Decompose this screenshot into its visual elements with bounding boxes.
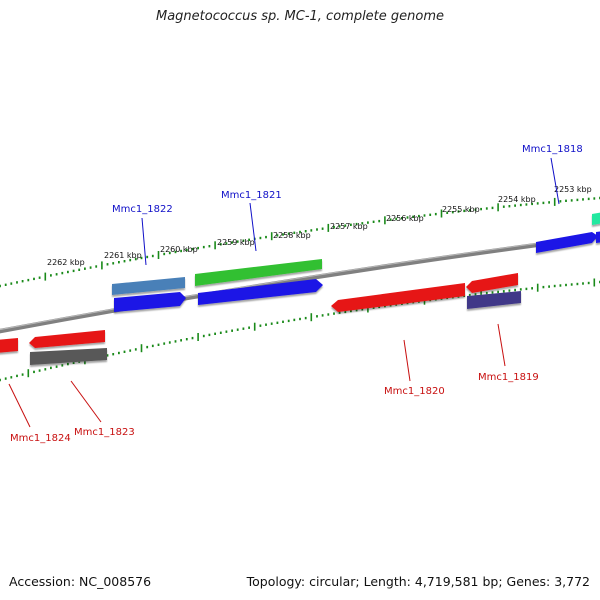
scale-label: 2262 kbp <box>47 258 85 267</box>
gene-mmc1-1823-box[interactable] <box>30 348 107 365</box>
outer-tick-marks <box>0 196 600 288</box>
gene-mmc1-1819-box[interactable] <box>467 291 521 309</box>
gene-label-mmc1-1821[interactable]: Mmc1_1821 <box>221 190 282 201</box>
label-leaders <box>8 157 560 428</box>
accession-text: Accession: NC_008576 <box>9 574 152 589</box>
gene-mmc1-1821-arrow[interactable] <box>198 279 323 305</box>
scale-label: 2258 kbp <box>273 231 311 240</box>
gene-mmc1-1821[interactable] <box>195 259 322 286</box>
gene-labels: Mmc1_1822 Mmc1_1821 Mmc1_1818 Mmc1_1824 … <box>10 144 583 444</box>
gene-mmc1-1822-arrow[interactable] <box>114 292 186 312</box>
scale-labels: 2262 kbp 2261 kbp 2260 kbp 2259 kbp 2258… <box>47 185 592 267</box>
scale-label: 2261 kbp <box>104 251 142 260</box>
scale-label: 2256 kbp <box>386 214 424 223</box>
gene-mmc1-1823[interactable] <box>29 330 105 348</box>
gene-label-mmc1-1819[interactable]: Mmc1_1819 <box>478 372 539 383</box>
map-title: Magnetococcus sp. MC-1, complete genome <box>155 9 445 24</box>
genome-metadata-text: Topology: circular; Length: 4,719,581 bp… <box>246 574 590 589</box>
gene-mmc1-1820[interactable] <box>331 283 465 312</box>
scale-label: 2259 kbp <box>217 238 255 247</box>
gene-label-mmc1-1820[interactable]: Mmc1_1820 <box>384 386 445 397</box>
scale-label: 2254 kbp <box>498 195 536 204</box>
gene-mmc1-1822[interactable] <box>112 277 185 295</box>
gene-mmc1-1817[interactable] <box>592 212 600 225</box>
scale-label: 2253 kbp <box>554 185 592 194</box>
gene-label-mmc1-1823[interactable]: Mmc1_1823 <box>74 427 135 438</box>
gene-label-mmc1-1824[interactable]: Mmc1_1824 <box>10 433 71 444</box>
gene-label-mmc1-1818[interactable]: Mmc1_1818 <box>522 144 583 155</box>
gene-label-mmc1-1822[interactable]: Mmc1_1822 <box>112 204 173 215</box>
forward-genes <box>112 212 600 312</box>
genome-backbone <box>0 234 600 334</box>
scale-label: 2260 kbp <box>160 245 198 254</box>
gene-mmc1-1819[interactable] <box>466 273 518 293</box>
gene-mmc1-1818-next[interactable] <box>596 231 600 243</box>
reverse-genes <box>0 273 521 365</box>
scale-label: 2257 kbp <box>330 222 368 231</box>
gene-mmc1-1824[interactable] <box>0 338 18 353</box>
scale-label: 2255 kbp <box>442 205 480 214</box>
gene-mmc1-1818[interactable] <box>536 232 598 253</box>
